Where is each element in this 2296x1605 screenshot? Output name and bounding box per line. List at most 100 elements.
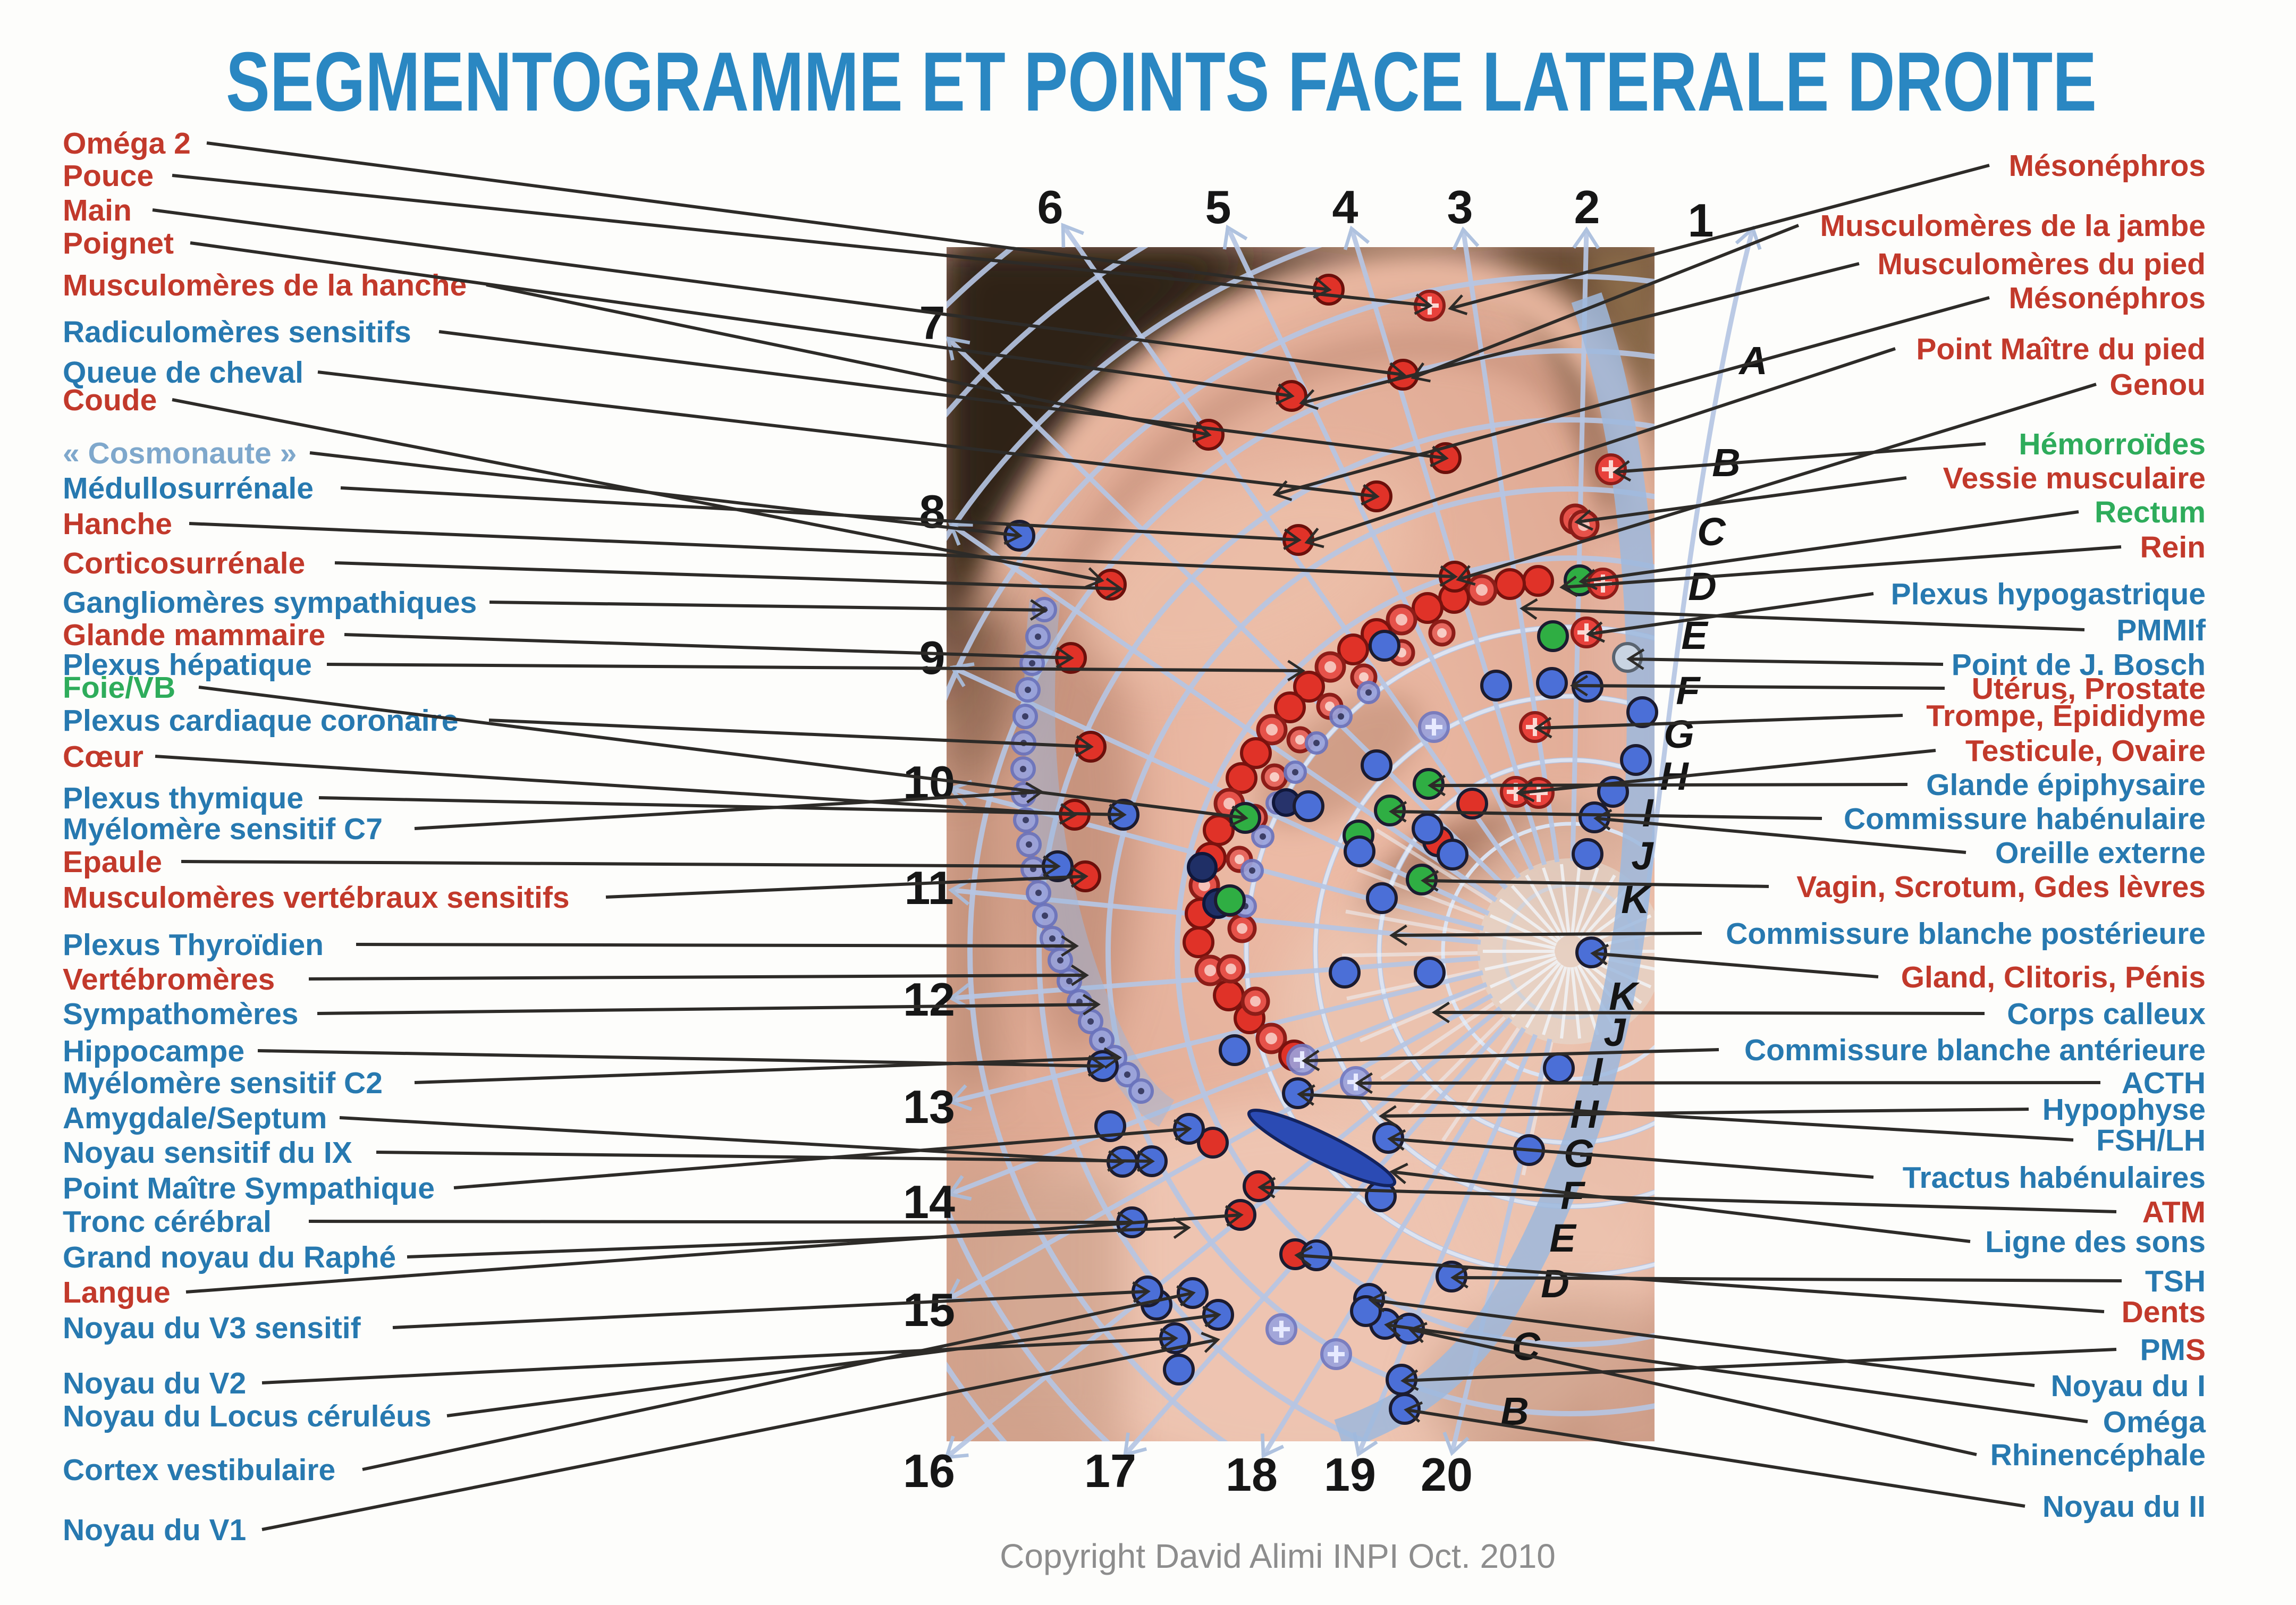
svg-text:Médullosurrénale: Médullosurrénale — [63, 471, 314, 505]
svg-text:Hémorroïdes: Hémorroïdes — [2019, 427, 2206, 461]
svg-text:E: E — [1549, 1216, 1577, 1260]
svg-text:3: 3 — [1447, 181, 1473, 233]
svg-text:Myélomère sensitif C2: Myélomère sensitif C2 — [63, 1066, 383, 1100]
svg-text:ATM: ATM — [2142, 1195, 2206, 1229]
svg-text:7: 7 — [919, 297, 946, 349]
svg-text:Trompe, Épididyme: Trompe, Épididyme — [1926, 699, 2206, 733]
svg-text:Main: Main — [63, 193, 132, 227]
svg-text:12: 12 — [903, 973, 955, 1026]
svg-text:Glande mammaire: Glande mammaire — [63, 618, 325, 652]
svg-text:Mésonéphros: Mésonéphros — [2008, 149, 2206, 183]
svg-text:Noyau du V3 sensitif: Noyau du V3 sensitif — [63, 1311, 361, 1345]
svg-text:Noyau du II: Noyau du II — [2042, 1490, 2206, 1524]
svg-text:Glande épiphysaire: Glande épiphysaire — [1926, 768, 2206, 802]
svg-text:Cœur: Cœur — [63, 740, 144, 774]
svg-text:18: 18 — [1226, 1448, 1278, 1501]
svg-text:Plexus hépatique: Plexus hépatique — [63, 648, 312, 682]
svg-text:Oméga: Oméga — [2103, 1405, 2207, 1439]
svg-text:Myélomère sensitif C7: Myélomère sensitif C7 — [63, 812, 383, 846]
svg-text:« Cosmonaute »: « Cosmonaute » — [63, 436, 297, 470]
svg-text:PMS: PMS — [2140, 1333, 2206, 1367]
svg-text:Vessie musculaire: Vessie musculaire — [1943, 461, 2206, 495]
svg-text:16: 16 — [903, 1444, 955, 1497]
svg-text:Commissure habénulaire: Commissure habénulaire — [1844, 802, 2206, 836]
svg-text:Vagin, Scrotum, Gdes lèvres: Vagin, Scrotum, Gdes lèvres — [1796, 870, 2206, 904]
svg-text:20: 20 — [1421, 1448, 1473, 1501]
svg-text:Noyau du V1: Noyau du V1 — [63, 1513, 246, 1547]
svg-text:Hanche: Hanche — [63, 507, 172, 541]
svg-text:D: D — [1688, 564, 1716, 609]
svg-text:Dents: Dents — [2122, 1295, 2206, 1329]
svg-text:Grand noyau du Raphé: Grand noyau du Raphé — [63, 1240, 396, 1274]
svg-text:Cortex vestibulaire: Cortex vestibulaire — [63, 1453, 335, 1487]
svg-text:2: 2 — [1574, 181, 1600, 233]
svg-text:Utérus, Prostate: Utérus, Prostate — [1972, 672, 2206, 706]
svg-text:Foie/VB: Foie/VB — [63, 671, 175, 705]
svg-text:6: 6 — [1037, 181, 1063, 233]
svg-text:Point Maître du pied: Point Maître du pied — [1916, 332, 2206, 366]
svg-text:Rhinencéphale: Rhinencéphale — [1990, 1438, 2206, 1472]
svg-text:I: I — [1592, 1050, 1603, 1094]
svg-text:Noyau du I: Noyau du I — [2051, 1369, 2206, 1403]
svg-text:17: 17 — [1084, 1444, 1136, 1497]
svg-text:Queue de cheval: Queue de cheval — [63, 356, 303, 390]
svg-text:Gland, Clitoris, Pénis: Gland, Clitoris, Pénis — [1901, 960, 2206, 994]
svg-text:F: F — [1676, 669, 1701, 713]
svg-text:Musculomères vertébraux sensit: Musculomères vertébraux sensitifs — [63, 881, 570, 915]
svg-text:Poignet: Poignet — [63, 226, 174, 260]
svg-text:Corticosurrénale: Corticosurrénale — [63, 546, 305, 580]
svg-text:Noyau sensitif du IX: Noyau sensitif du IX — [63, 1136, 352, 1170]
svg-text:C: C — [1697, 510, 1726, 554]
svg-text:Commissure blanche postérieure: Commissure blanche postérieure — [1726, 917, 2206, 951]
svg-text:Epaule: Epaule — [63, 845, 162, 879]
svg-text:Sympathomères: Sympathomères — [63, 997, 299, 1031]
svg-text:Hippocampe: Hippocampe — [63, 1034, 244, 1068]
svg-text:11: 11 — [904, 861, 953, 914]
svg-text:9: 9 — [919, 631, 946, 684]
svg-text:Plexus Thyroïdien: Plexus Thyroïdien — [63, 928, 324, 962]
svg-text:J: J — [1631, 834, 1654, 878]
svg-text:Langue: Langue — [63, 1275, 171, 1310]
svg-text:Corps calleux: Corps calleux — [2007, 997, 2206, 1031]
svg-text:Gangliomères sympathiques: Gangliomères sympathiques — [63, 586, 477, 620]
svg-text:5: 5 — [1205, 181, 1231, 233]
svg-text:Hypophyse: Hypophyse — [2042, 1093, 2206, 1127]
svg-text:Noyau du V2: Noyau du V2 — [63, 1366, 246, 1400]
svg-text:Tractus habénulaires: Tractus habénulaires — [1903, 1161, 2206, 1195]
svg-text:Musculomères du pied: Musculomères du pied — [1877, 247, 2206, 281]
svg-text:Vertébromères: Vertébromères — [63, 962, 275, 996]
svg-text:19: 19 — [1324, 1448, 1376, 1501]
svg-text:Musculomères de la hanche: Musculomères de la hanche — [63, 268, 467, 302]
svg-text:Mésonéphros: Mésonéphros — [2008, 281, 2206, 315]
svg-text:ACTH: ACTH — [2122, 1066, 2206, 1100]
svg-text:Radiculomères sensitifs: Radiculomères sensitifs — [63, 315, 411, 349]
svg-text:Coude: Coude — [63, 383, 157, 417]
svg-text:PMMIf: PMMIf — [2116, 613, 2206, 647]
svg-text:Point de J. Bosch: Point de J. Bosch — [1952, 648, 2206, 682]
svg-text:15: 15 — [903, 1283, 955, 1336]
svg-text:I: I — [1642, 791, 1654, 835]
svg-text:J: J — [1603, 1010, 1626, 1054]
svg-text:Commissure blanche antérieure: Commissure blanche antérieure — [1744, 1033, 2206, 1067]
svg-text:Ligne des sons: Ligne des sons — [1985, 1225, 2206, 1259]
svg-text:Oméga 2: Oméga 2 — [63, 126, 191, 160]
svg-text:Musculomères de la jambe: Musculomères de la jambe — [1820, 209, 2206, 243]
svg-text:Genou: Genou — [2110, 368, 2206, 402]
svg-text:Testicule, Ovaire: Testicule, Ovaire — [1965, 734, 2206, 768]
svg-text:8: 8 — [919, 485, 946, 538]
svg-text:D: D — [1541, 1262, 1569, 1306]
svg-text:Amygdale/Septum: Amygdale/Septum — [63, 1101, 327, 1135]
svg-text:Rein: Rein — [2140, 530, 2206, 564]
svg-text:Plexus cardiaque coronaire: Plexus cardiaque coronaire — [63, 704, 458, 738]
svg-text:Point Maître Sympathique: Point Maître Sympathique — [63, 1171, 435, 1205]
svg-text:TSH: TSH — [2145, 1264, 2206, 1298]
svg-text:Plexus thymique: Plexus thymique — [63, 781, 303, 815]
svg-text:14: 14 — [903, 1176, 955, 1228]
svg-text:Plexus hypogastrique: Plexus hypogastrique — [1891, 577, 2206, 611]
svg-text:Copyright David Alimi INPI Oct: Copyright David Alimi INPI Oct. 2010 — [1000, 1537, 1556, 1575]
svg-text:Noyau du Locus céruléus: Noyau du Locus céruléus — [63, 1399, 432, 1433]
svg-text:SEGMENTOGRAMME ET POINTS FACE: SEGMENTOGRAMME ET POINTS FACE LATERALE D… — [226, 35, 2097, 129]
svg-text:4: 4 — [1332, 181, 1358, 233]
svg-text:Rectum: Rectum — [2095, 495, 2206, 529]
svg-text:G: G — [1664, 712, 1694, 756]
